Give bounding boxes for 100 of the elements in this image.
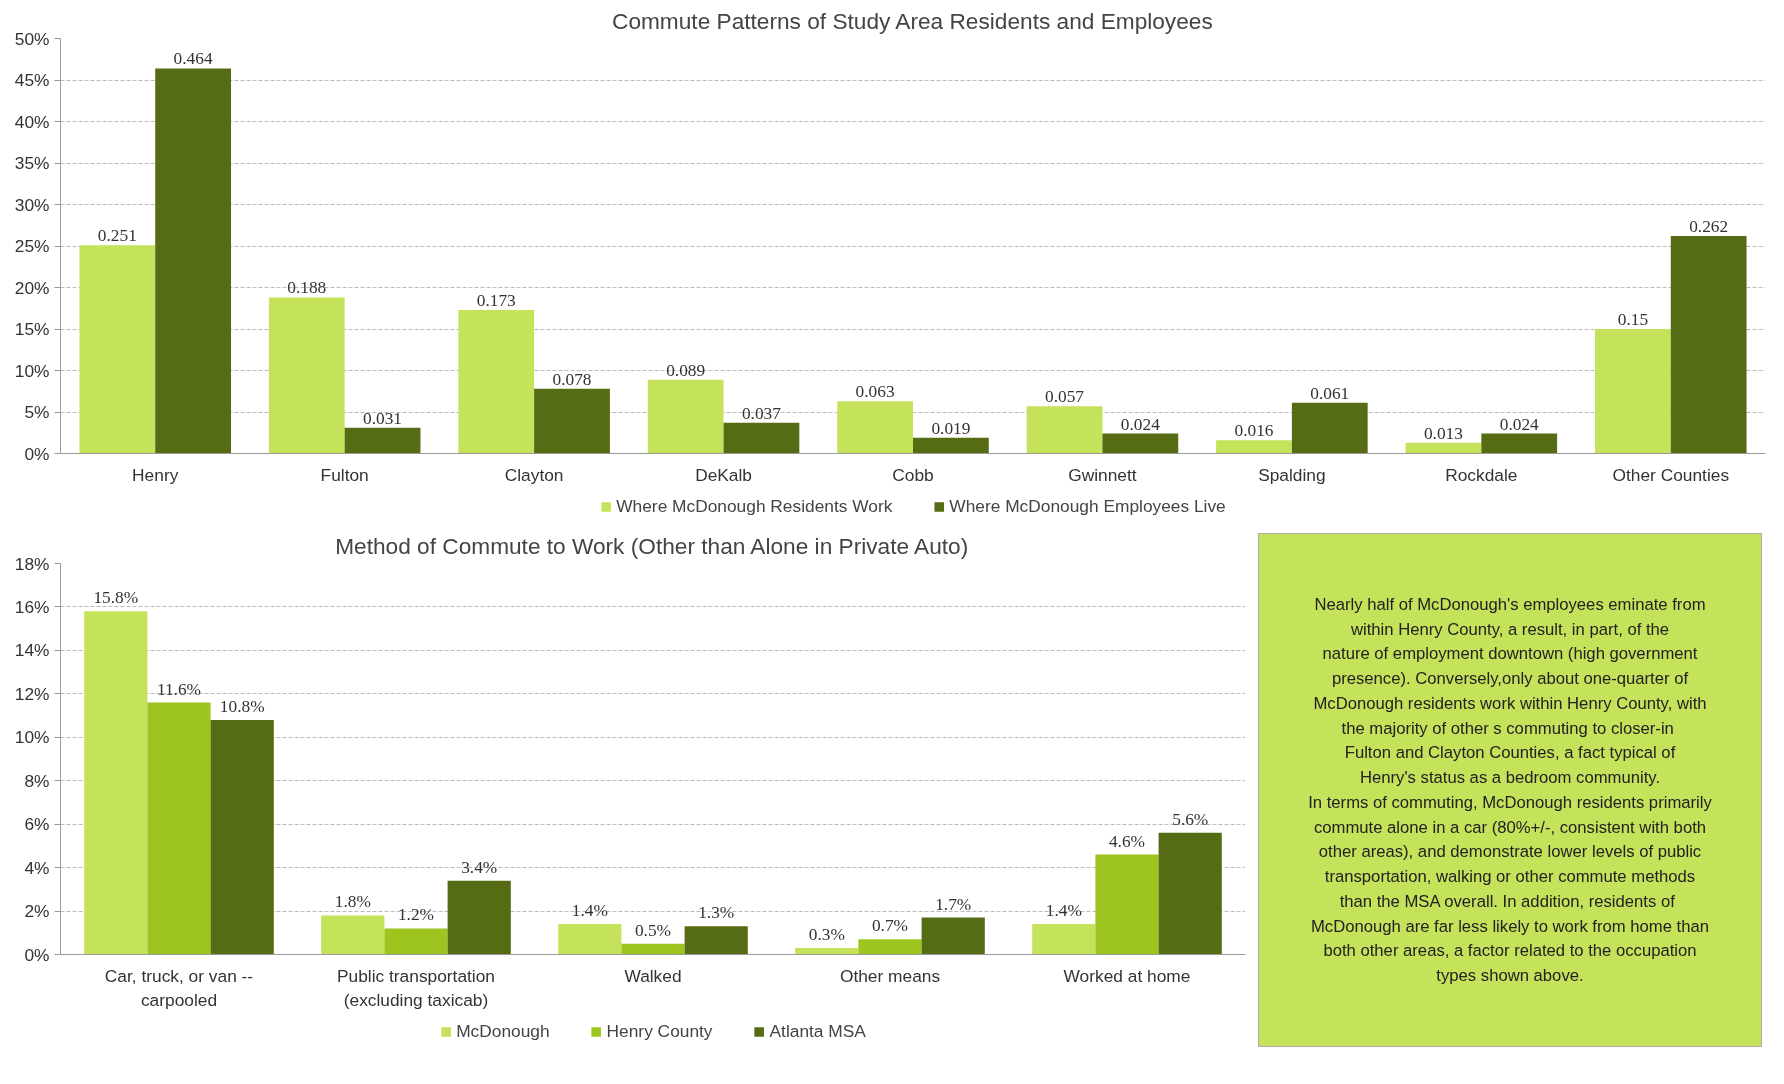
x-tick-label: Other Counties (1612, 464, 1730, 485)
data-label: 0.061 (1310, 383, 1350, 403)
y-tick-label: 18% (14, 553, 50, 574)
y-tick-label: 5% (24, 402, 50, 422)
bar (858, 939, 922, 955)
x-tick-label: Other means (839, 965, 941, 986)
legend-label: Atlanta MSA (769, 1020, 866, 1042)
y-tick-label: 25% (14, 236, 50, 256)
legend-label: Henry County (606, 1020, 713, 1042)
legend-label: McDonough (456, 1020, 550, 1042)
data-label: 15.8% (93, 588, 139, 608)
y-tick-label: 15% (14, 319, 50, 339)
x-tick-label: Henry (132, 464, 179, 485)
bar (1405, 442, 1482, 454)
y-tick-label: 0% (24, 944, 50, 965)
y-tick-label: 40% (14, 111, 50, 132)
bar (1095, 854, 1159, 955)
bar (458, 309, 535, 454)
bar (447, 880, 511, 955)
data-label: 1.3% (698, 903, 735, 923)
legend-label: Where McDonough Employees Live (949, 495, 1226, 517)
data-label: 1.4% (571, 901, 608, 921)
data-label: 0.019 (931, 418, 971, 438)
data-label: 0.013 (1423, 423, 1463, 443)
data-label: 0.024 (1120, 414, 1161, 434)
y-tick-label: 16% (14, 596, 50, 617)
bar (1670, 236, 1747, 454)
y-tick-label: 50% (14, 28, 50, 49)
y-tick-label: 30% (14, 194, 50, 215)
data-label: 1.7% (935, 894, 972, 914)
bar (1595, 329, 1671, 454)
bar (1032, 924, 1096, 955)
data-label: 11.6% (156, 679, 202, 699)
text: Nearly half of McDonough's employees eminate from within Henry County, a result, in part, of the nature of employment downtown (high government presence). Conversely,only about one-quarter of McDonough residents work within Henry County, with the majority of other s commuting to closer-in Fulton and Clayton Counties, a fact typical of Henry's status as a bedroom community. (1313, 595, 1707, 787)
legend-label: Where McDonough Residents Work (616, 495, 893, 517)
bar (921, 917, 985, 955)
data-label: 1.2% (397, 905, 435, 925)
x-tick-label: Car, truck, or van -- carpooled (104, 965, 254, 1010)
data-label: 0.464 (173, 49, 213, 69)
bar (723, 422, 800, 454)
y-tick-label: 0% (24, 443, 50, 464)
bar (384, 928, 448, 955)
data-label: 0.173 (476, 290, 516, 310)
bar (534, 388, 610, 454)
bar (1026, 406, 1103, 454)
bar (684, 926, 748, 955)
x-tick-label: Public transportation (excluding taxicab) (337, 965, 495, 1010)
bar (647, 379, 724, 454)
bar (1102, 433, 1179, 454)
x-tick-label: Walked (624, 965, 682, 986)
x-tick-label: Worked at home (1063, 965, 1191, 986)
data-label: 4.6% (1108, 831, 1146, 851)
y-tick-label: 14% (14, 640, 50, 661)
bar (1481, 433, 1558, 454)
y-tick-label: 12% (14, 683, 50, 704)
bar (344, 427, 421, 454)
data-label: 0.188 (287, 278, 327, 298)
y-tick-label: 10% (14, 727, 50, 748)
bar (837, 401, 913, 454)
bar (621, 943, 685, 955)
data-label: 1.4% (1045, 901, 1082, 921)
data-label: 0.016 (1234, 421, 1274, 441)
chart-title: Method of Commute to Work (Other than Alone in Private Auto) (335, 532, 969, 559)
bar (268, 297, 345, 454)
x-tick-label: Gwinnett (1068, 464, 1137, 485)
bar (147, 702, 211, 955)
data-label: 0.251 (97, 226, 137, 246)
bar (1216, 440, 1292, 454)
data-label: 0.057 (1045, 387, 1085, 407)
bar (210, 719, 274, 955)
data-label: 10.8% (219, 696, 265, 716)
bar (1158, 832, 1222, 955)
y-tick-label: 10% (14, 360, 50, 381)
bar (913, 437, 989, 454)
y-tick-label: 8% (24, 770, 50, 791)
data-label: 0.089 (666, 360, 706, 380)
data-label: 0.024 (1499, 414, 1540, 434)
bar (79, 245, 156, 454)
data-label: 0.031 (363, 408, 403, 428)
data-label: 0.037 (741, 403, 782, 423)
data-label: 1.8% (334, 892, 371, 912)
x-tick-label: Rockdale (1445, 464, 1518, 485)
data-label: 0.078 (552, 369, 592, 389)
bar (155, 68, 231, 454)
data-label: 0.063 (855, 382, 895, 402)
bar (795, 947, 859, 955)
bar (558, 924, 622, 955)
x-tick-label: Cobb (892, 464, 934, 485)
bar (1291, 402, 1368, 454)
data-label: 0.5% (634, 920, 672, 940)
y-tick-label: 20% (14, 277, 50, 298)
chart-title: Commute Patterns of Study Area Residents and Employees (612, 7, 1213, 34)
y-tick-label: 6% (24, 814, 50, 835)
x-tick-label: Spalding (1258, 464, 1326, 485)
data-label: 5.6% (1172, 809, 1209, 829)
x-tick-label: Clayton (504, 464, 564, 485)
data-label: 3.4% (461, 857, 498, 877)
y-tick-label: 45% (14, 70, 50, 90)
data-label: 0.262 (1689, 217, 1729, 237)
y-tick-label: 2% (24, 901, 50, 922)
